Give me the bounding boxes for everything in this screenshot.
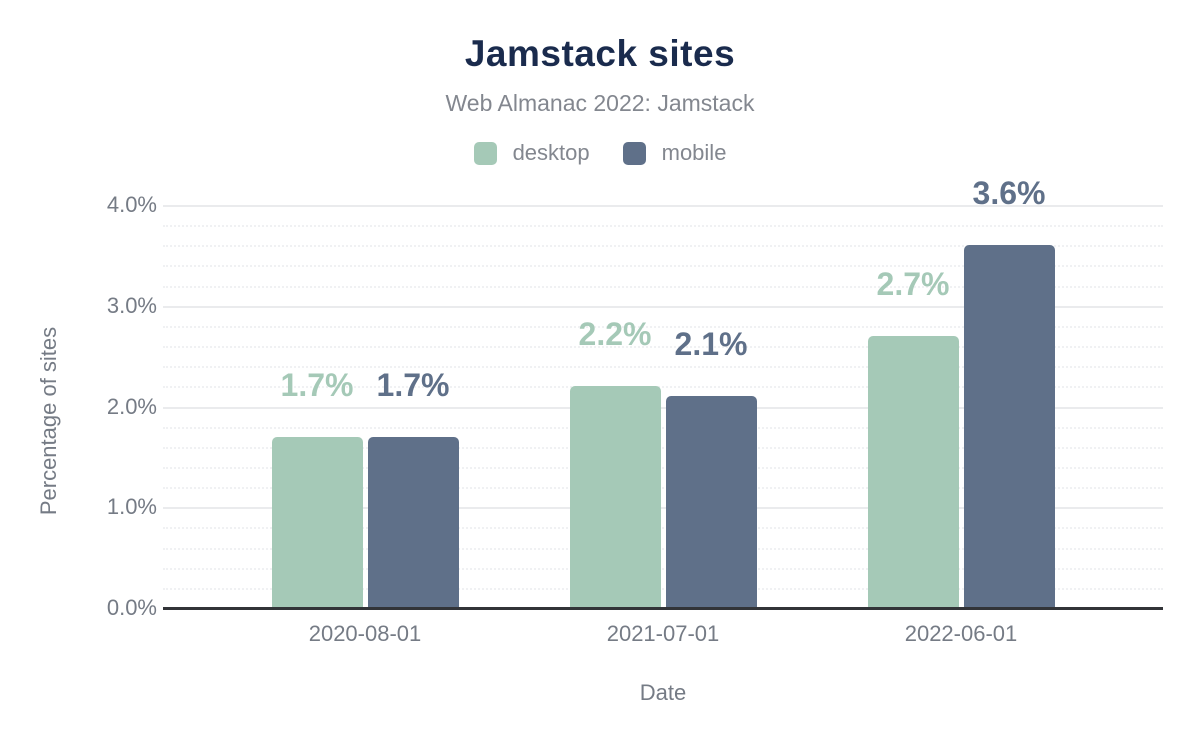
legend-label-mobile: mobile <box>661 140 727 165</box>
bar-desktop-2022-06-01 <box>867 335 959 608</box>
gridline-minor <box>163 386 1163 389</box>
x-axis-line <box>163 607 1163 610</box>
legend-swatch-mobile <box>622 141 646 165</box>
y-tick-label: 1.0% <box>106 494 157 520</box>
legend-swatch-desktop <box>473 141 497 165</box>
plot-area: 1.7% 1.7% 2.2% 2.1% 2.7% 3.6% <box>163 177 1163 610</box>
y-tick-label: 3.0% <box>106 292 157 318</box>
gridline-minor <box>163 325 1163 328</box>
gridline-minor <box>163 366 1163 369</box>
x-tick-label: 2020-08-01 <box>308 621 422 646</box>
gridline-minor <box>163 466 1163 469</box>
bar-mobile-2021-07-01 <box>665 396 757 608</box>
bar-value-label-mobile-2022-06-01: 3.6% <box>972 175 1046 212</box>
y-tick-label: 4.0% <box>106 192 157 217</box>
bar-value-label-desktop-2022-06-01: 2.7% <box>876 265 950 302</box>
gridline-minor <box>163 446 1163 449</box>
gridline-minor <box>163 587 1163 590</box>
gridline-minor <box>163 285 1163 288</box>
legend-label-desktop: desktop <box>512 140 590 165</box>
x-axis-title: Date <box>639 680 687 705</box>
gridline-major <box>163 507 1163 510</box>
gridline-minor <box>163 426 1163 429</box>
bar-value-label-mobile-2020-08-01: 1.7% <box>376 366 450 403</box>
gridline-major <box>163 205 1163 207</box>
x-tick-label: 2022-06-01 <box>904 621 1018 646</box>
legend-item-mobile[interactable]: mobile <box>622 140 727 166</box>
gridline-minor <box>163 487 1163 490</box>
x-tick-label: 2021-07-01 <box>606 621 720 646</box>
bar-desktop-2021-07-01 <box>569 386 661 608</box>
bar-mobile-2022-06-01 <box>963 245 1055 608</box>
chart-subtitle: Web Almanac 2022: Jamstack <box>445 90 755 116</box>
chart-title: Jamstack sites <box>464 33 736 74</box>
gridline-minor <box>163 265 1163 268</box>
legend: desktop mobile <box>0 140 1200 166</box>
bar-value-label-desktop-2020-08-01: 1.7% <box>280 366 354 403</box>
bar-value-label-mobile-2021-07-01: 2.1% <box>674 326 748 363</box>
gridline-major <box>163 305 1163 308</box>
gridline-minor <box>163 547 1163 550</box>
legend-item-desktop[interactable]: desktop <box>473 140 590 166</box>
bar-value-label-desktop-2021-07-01: 2.2% <box>578 316 652 353</box>
bar-desktop-2020-08-01 <box>271 436 363 608</box>
y-tick-label: 0.0% <box>106 595 157 620</box>
gridline-minor <box>163 527 1163 530</box>
y-axis-title: Percentage of sites <box>36 326 61 516</box>
gridline-minor <box>163 346 1163 349</box>
gridline-minor <box>163 567 1163 570</box>
y-tick-label: 2.0% <box>106 393 157 419</box>
gridline-minor <box>163 245 1163 248</box>
gridline-major <box>163 406 1163 409</box>
gridline-minor <box>163 225 1163 228</box>
bar-mobile-2020-08-01 <box>367 436 459 608</box>
